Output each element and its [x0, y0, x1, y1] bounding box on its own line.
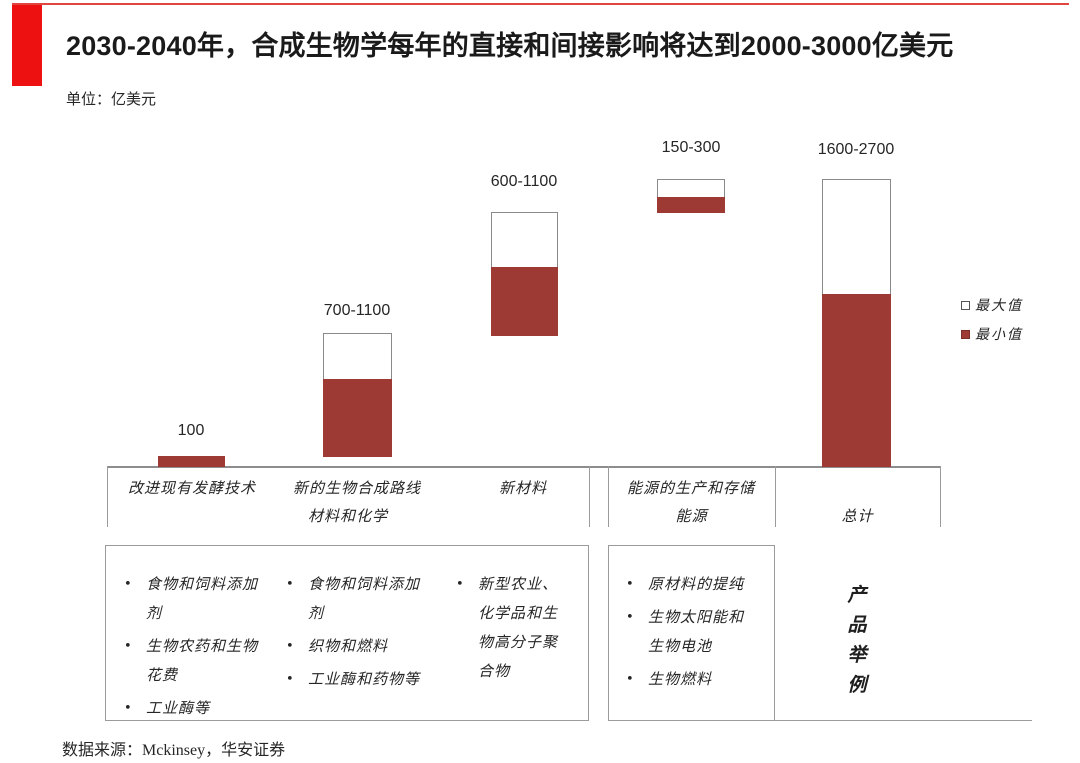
x-axis-baseline	[107, 466, 940, 468]
axis-group-border-left	[608, 466, 609, 527]
product-column: • 食物和饲料添加剂 • 织物和燃料 • 工业酶和药物等	[286, 570, 461, 698]
axis-group-border-left	[775, 466, 776, 527]
side-label-char: 品	[847, 614, 867, 636]
bullet-icon: •	[124, 639, 133, 654]
side-label-char: 例	[847, 674, 867, 696]
bullet-icon: •	[626, 672, 635, 687]
legend-min-label: 最小值	[975, 327, 1023, 343]
product-item-text: 新型农业、 化学品和生 物高分子聚 合物	[478, 575, 559, 680]
bar-4-value-label: 150-300	[661, 139, 721, 156]
axis-group-border-right	[589, 466, 590, 527]
axis-group-border-right	[940, 466, 941, 527]
axis-group-label: 能源	[675, 507, 708, 525]
product-item-text: 生物燃料	[648, 670, 713, 688]
table-bottom-line-extension	[775, 720, 1032, 721]
bullet-icon: •	[124, 701, 133, 716]
product-item: • 织物和燃料	[286, 632, 461, 661]
product-item: • 食物和饲料添加剂	[124, 570, 294, 628]
bar-4-min-segment	[657, 197, 725, 213]
data-source: 数据来源：Mckinsey，华安证券	[62, 742, 286, 759]
product-column: • 新型农业、 化学品和生 物高分子聚 合物	[456, 570, 581, 690]
red-accent-block	[12, 3, 42, 86]
bullet-icon: •	[626, 610, 635, 625]
bar-1-min-segment	[158, 456, 225, 467]
product-item-text: 工业酶等	[146, 699, 211, 717]
bullet-icon: •	[286, 639, 295, 654]
figure-title: 2030-2040年，合成生物学每年的直接和间接影响将达到2000-3000亿美…	[66, 31, 954, 61]
product-item-text: 生物太阳能和 生物电池	[648, 608, 745, 655]
product-item-text: 食物和饲料添加剂	[308, 575, 421, 622]
unit-label: 单位：亿美元	[66, 92, 157, 108]
category-label: 新的生物合成路线	[292, 479, 421, 497]
product-table-box	[105, 545, 589, 721]
bar-4-max-segment	[657, 179, 725, 198]
product-item-text: 食物和饲料添加剂	[146, 575, 259, 622]
product-item-text: 原材料的提纯	[648, 575, 745, 593]
bullet-icon: •	[286, 672, 295, 687]
product-item: • 生物燃料	[626, 665, 771, 694]
product-column: • 原材料的提纯 • 生物太阳能和 生物电池 • 生物燃料	[626, 570, 771, 698]
product-item: • 食物和饲料添加剂	[286, 570, 461, 628]
bar-3-max-segment	[491, 212, 558, 268]
product-item: • 生物农药和生物 花费	[124, 632, 294, 690]
chart-legend: 最大值 最小值	[961, 295, 1023, 344]
category-label: 新材料	[498, 479, 547, 497]
product-examples-side-label: 产品举例	[844, 580, 870, 700]
bar-5-value-label: 1600-2700	[817, 141, 895, 158]
category-label: 能源的生产和存储	[626, 479, 755, 497]
bullet-icon: •	[124, 577, 133, 592]
product-item: • 生物太阳能和 生物电池	[626, 603, 771, 661]
product-item-text: 工业酶和药物等	[308, 670, 421, 688]
product-item: • 工业酶等	[124, 694, 294, 723]
top-red-line	[12, 3, 1069, 5]
bar-5-max-segment	[822, 179, 891, 295]
bullet-icon: •	[286, 577, 295, 592]
category-label: 改进现有发酵技术	[127, 479, 256, 497]
legend-max-label: 最大值	[975, 298, 1023, 314]
min-value-swatch-icon	[961, 329, 970, 339]
bar-2-min-segment	[323, 379, 392, 457]
product-item: • 工业酶和药物等	[286, 665, 461, 694]
side-label-char: 举	[847, 644, 867, 666]
axis-group-label: 总计	[841, 507, 874, 525]
bar-1-value-label: 100	[177, 422, 205, 439]
product-item: • 新型农业、 化学品和生 物高分子聚 合物	[456, 570, 581, 686]
bar-2-value-label: 700-1100	[323, 302, 391, 319]
product-item-text: 生物农药和生物 花费	[146, 637, 259, 684]
product-table-box	[608, 545, 775, 721]
bar-3-value-label: 600-1100	[490, 173, 558, 190]
bar-2-max-segment	[323, 333, 392, 380]
bar-5-min-segment	[822, 294, 891, 467]
product-column: • 食物和饲料添加剂 • 生物农药和生物 花费 • 工业酶等	[124, 570, 294, 727]
axis-group-label: 材料和化学	[307, 507, 388, 525]
product-item-text: 织物和燃料	[308, 637, 389, 655]
product-item: • 原材料的提纯	[626, 570, 771, 599]
axis-group-border-left	[107, 466, 108, 527]
legend-item-max: 最大值	[961, 295, 1023, 315]
max-value-swatch-icon	[961, 300, 970, 310]
bar-3-min-segment	[491, 267, 558, 336]
bullet-icon: •	[456, 577, 465, 592]
bullet-icon: •	[626, 577, 635, 592]
side-label-char: 产	[847, 584, 867, 606]
legend-item-min: 最小值	[961, 324, 1023, 344]
